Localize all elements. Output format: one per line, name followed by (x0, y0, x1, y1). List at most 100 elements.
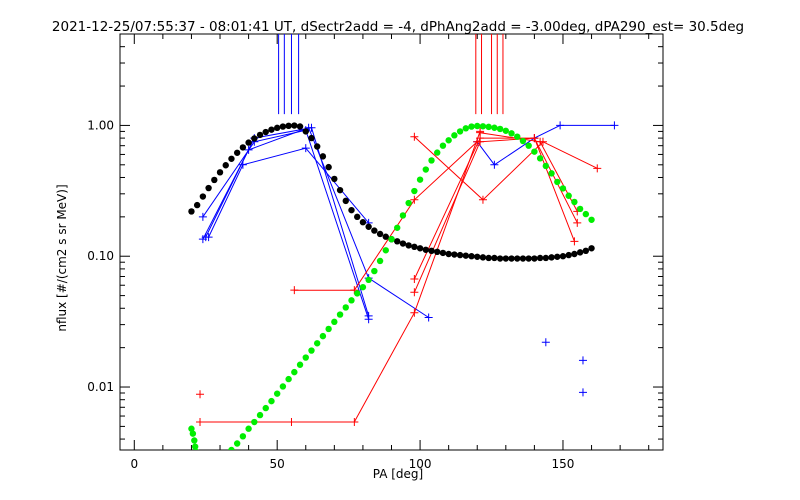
model-dot (536, 254, 544, 262)
model-dot (491, 124, 498, 131)
model-dot (405, 199, 412, 207)
data-point-plus (196, 390, 205, 399)
model-dot (548, 254, 555, 261)
model-dot (359, 219, 367, 226)
model-dot (285, 122, 292, 130)
data-point-plus (593, 164, 602, 173)
model-dot (319, 332, 327, 340)
data-point-plus (198, 212, 207, 221)
model-dot (222, 162, 229, 169)
data-point-plus (410, 274, 419, 283)
model-dot (502, 255, 510, 262)
data-point-plus (573, 218, 582, 227)
series-line (294, 141, 478, 291)
data-point-plus (244, 145, 253, 154)
model-dot (382, 247, 389, 254)
model-dot (188, 425, 195, 432)
model-dot (439, 142, 447, 149)
series-line (202, 127, 429, 318)
model-dot (474, 122, 481, 130)
series-line (205, 127, 370, 317)
model-dot (296, 123, 304, 130)
data-point-plus (204, 233, 213, 242)
model-dot (191, 437, 198, 444)
model-dot (416, 245, 424, 252)
model-dot (565, 251, 572, 259)
model-dot (485, 123, 492, 131)
model-dot (251, 135, 258, 142)
model-dot (514, 255, 521, 262)
x-tick-label: 150 (552, 457, 575, 471)
data-point-plus (578, 388, 587, 397)
data-point-plus (424, 313, 433, 322)
model-dot (394, 238, 401, 245)
model-dot (371, 227, 378, 234)
model-dot (428, 157, 435, 164)
model-dot (456, 251, 464, 259)
model-dot (239, 433, 247, 440)
data-point-plus (196, 418, 205, 427)
data-point-plus (476, 128, 485, 137)
model-dot (548, 170, 555, 177)
model-dot (559, 185, 567, 192)
model-dot (582, 210, 590, 218)
model-dot (308, 347, 315, 354)
model-dot (451, 251, 458, 258)
model-dot (365, 223, 372, 230)
model-dot (216, 169, 224, 176)
model-dot (531, 255, 538, 262)
model-dot (251, 418, 258, 426)
data-point-plus (578, 356, 587, 365)
model-dot (519, 137, 527, 145)
model-dot (302, 354, 309, 361)
model-dot (411, 187, 418, 195)
model-dot (273, 390, 281, 397)
model-dot (325, 163, 332, 171)
model-dot (525, 142, 532, 149)
model-dot (331, 175, 338, 183)
model-dot (451, 132, 458, 139)
model-dot (336, 186, 344, 194)
model-dot (382, 233, 389, 240)
model-dot (376, 230, 384, 238)
model-dot (211, 176, 218, 184)
model-dot (199, 193, 207, 200)
model-dot (239, 144, 247, 151)
model-dot (411, 243, 418, 251)
model-dot (205, 184, 212, 192)
model-dot (313, 340, 321, 347)
model-dot (342, 304, 349, 311)
model-dot (456, 128, 464, 135)
model-dot (445, 137, 452, 144)
series-line (476, 124, 615, 166)
data-point-plus (290, 286, 299, 295)
model-dot (191, 443, 199, 450)
model-dot (313, 143, 321, 150)
model-dot (273, 124, 281, 132)
data-point-plus (410, 288, 419, 297)
model-dot (571, 250, 578, 258)
model-dot (405, 242, 412, 249)
model-dot (245, 425, 252, 432)
y-tick-label: 1.00 (87, 118, 114, 132)
model-dot (496, 125, 504, 133)
data-point-plus (301, 144, 310, 153)
model-dot (479, 254, 487, 261)
model-dot (445, 250, 452, 258)
series-line (413, 137, 578, 293)
model-dot (256, 131, 264, 139)
model-dot (462, 125, 470, 132)
model-dot (291, 122, 298, 129)
model-dot (399, 240, 407, 247)
series-line (200, 131, 481, 423)
x-tick-label: 100 (409, 457, 432, 471)
data-point-plus (350, 418, 359, 427)
data-point-plus (198, 235, 207, 244)
model-dot (371, 267, 378, 275)
model-dot (365, 276, 372, 284)
data-point-plus (490, 160, 499, 169)
model-dot (233, 440, 241, 447)
model-dot (485, 254, 492, 262)
data-point-plus (287, 418, 296, 427)
